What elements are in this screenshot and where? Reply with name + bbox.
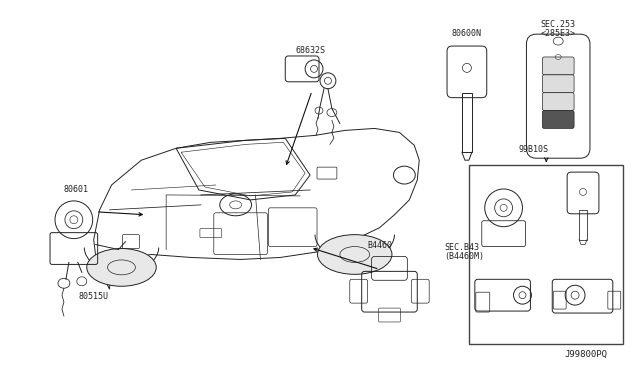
Text: 99B10S: 99B10S	[518, 145, 548, 154]
FancyBboxPatch shape	[542, 75, 574, 93]
Text: 80600N: 80600N	[452, 29, 482, 38]
Ellipse shape	[87, 248, 156, 286]
Text: 80601: 80601	[64, 185, 89, 194]
Text: 80515U: 80515U	[79, 292, 109, 301]
Text: SEC.253: SEC.253	[541, 20, 576, 29]
FancyBboxPatch shape	[542, 57, 574, 75]
Text: (B4460M): (B4460M)	[444, 253, 484, 262]
Text: 68632S: 68632S	[295, 46, 325, 55]
FancyBboxPatch shape	[542, 93, 574, 110]
Bar	[462, 93, 472, 152]
Ellipse shape	[317, 235, 392, 274]
Text: B4460: B4460	[367, 241, 392, 250]
Text: J99800PQ: J99800PQ	[565, 350, 608, 359]
Bar	[579, 210, 587, 240]
Bar	[469, 165, 623, 344]
FancyBboxPatch shape	[542, 110, 574, 128]
Text: <285E3>: <285E3>	[541, 29, 576, 38]
Text: SEC.B43: SEC.B43	[444, 243, 479, 251]
